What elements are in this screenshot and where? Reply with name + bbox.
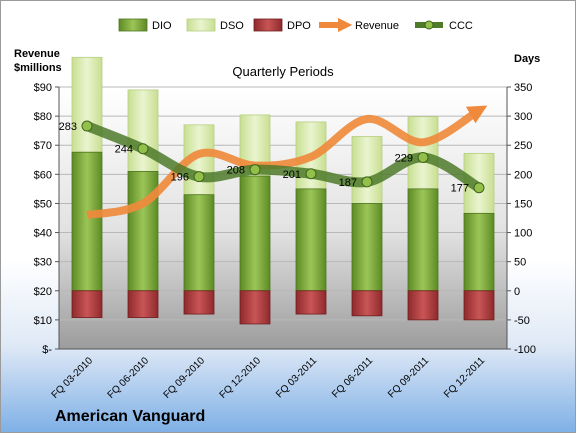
- bar-dio: [351, 203, 383, 292]
- x-tick-label: FQ 06-2011: [330, 355, 375, 400]
- ccc-data-label: 187: [339, 177, 357, 189]
- bar-dpo: [407, 290, 439, 321]
- y-tick-right: 50: [514, 257, 526, 269]
- legend-marker: [424, 20, 434, 30]
- legend-label: Revenue: [355, 20, 399, 32]
- bar-dio: [407, 188, 439, 292]
- bar-dpo: [239, 290, 271, 325]
- y-tick-left: $90: [34, 82, 52, 94]
- legend-item-ccc: CCC: [415, 20, 473, 32]
- ccc-data-label: 196: [171, 172, 189, 184]
- y-tick-left: $20: [34, 286, 52, 298]
- legend-label: DPO: [287, 20, 311, 32]
- bar-dpo: [295, 290, 327, 315]
- legend-swatch: [118, 18, 148, 32]
- x-tick-label: FQ 06-2010: [106, 355, 152, 401]
- bar-dso: [127, 89, 159, 172]
- bar-dio: [463, 212, 495, 292]
- x-tick-label: FQ 09-2011: [386, 355, 431, 400]
- y-tick-right: 150: [514, 198, 532, 210]
- ccc-data-label: 244: [115, 144, 133, 156]
- y-tick-left: $-: [42, 344, 52, 356]
- legend-swatch: [253, 18, 283, 32]
- ccc-point: [305, 168, 317, 180]
- ccc-data-label: 177: [451, 183, 469, 195]
- plot-area: [59, 87, 507, 349]
- y-tick-left: $40: [34, 228, 52, 240]
- y-tick-left: $80: [34, 111, 52, 123]
- ccc-data-label: 201: [283, 169, 301, 181]
- ccc-point: [361, 176, 373, 188]
- y-tick-left: $10: [34, 315, 52, 327]
- revenue-line: [86, 105, 488, 220]
- y-tick-left: $50: [34, 198, 52, 210]
- lines-layer: 283 244 196 208 201 187 229 177: [59, 105, 488, 220]
- bar-dio: [127, 171, 159, 292]
- ccc-data-label: 208: [227, 165, 245, 177]
- ccc-point: [193, 171, 205, 183]
- bar-dio: [71, 151, 103, 292]
- legend: DIO DSO DPO Revenue CCC: [118, 17, 473, 33]
- ccc-data-label: 229: [395, 152, 413, 164]
- y-tick-left: $60: [34, 169, 52, 181]
- bars-layer: [71, 56, 495, 325]
- y-tick-left: $70: [34, 140, 52, 152]
- y-tick-right: 100: [514, 228, 532, 240]
- bar-dio: [239, 175, 271, 292]
- y-tick-right: 300: [514, 111, 532, 123]
- bar-dpo: [351, 290, 383, 317]
- ccc-data-label: 283: [59, 121, 77, 133]
- legend-item-revenue: Revenue: [319, 17, 399, 33]
- ccc-point: [417, 151, 429, 163]
- bar-dpo: [463, 290, 495, 321]
- company-name: American Vanguard: [55, 408, 205, 425]
- legend-item-dso: DSO: [186, 18, 244, 32]
- x-tick-label: FQ 03-2011: [274, 355, 319, 400]
- bar-dio: [183, 194, 215, 292]
- bar-dpo: [71, 290, 103, 318]
- x-tick-label: FQ 09-2010: [162, 355, 208, 401]
- ccc-point: [249, 164, 261, 176]
- bar-dio: [295, 188, 327, 292]
- legend-swatch: [186, 18, 216, 32]
- y-tick-left: $30: [34, 257, 52, 269]
- bar-dso: [351, 136, 383, 204]
- legend-item-dio: DIO: [118, 18, 172, 32]
- x-tick-label: FQ 12-2010: [218, 355, 264, 401]
- chart-title: Quarterly Periods: [232, 64, 334, 79]
- y-tick-right: -100: [514, 344, 536, 356]
- y-tick-right: 350: [514, 82, 532, 94]
- y-tick-right: 0: [514, 286, 520, 298]
- bar-dpo: [183, 290, 215, 315]
- legend-label: DIO: [152, 20, 172, 32]
- y-axis-right-label: Days: [514, 53, 540, 65]
- bar-dpo: [127, 290, 159, 318]
- ccc-point: [81, 120, 93, 132]
- legend-label: CCC: [449, 20, 473, 32]
- ccc-point: [473, 182, 485, 194]
- y-tick-right: -50: [514, 315, 530, 327]
- bar-dso: [71, 56, 103, 153]
- ccc-point: [137, 143, 149, 155]
- legend-item-dpo: DPO: [253, 18, 311, 32]
- y-tick-right: 250: [514, 140, 532, 152]
- x-tick-label: FQ 12-2011: [442, 355, 487, 400]
- x-tick-label: FQ 03-2010: [50, 355, 96, 401]
- legend-label: DSO: [220, 20, 244, 32]
- y-axis-left-label: Revenue $millions: [14, 48, 62, 74]
- y-tick-right: 200: [514, 169, 532, 181]
